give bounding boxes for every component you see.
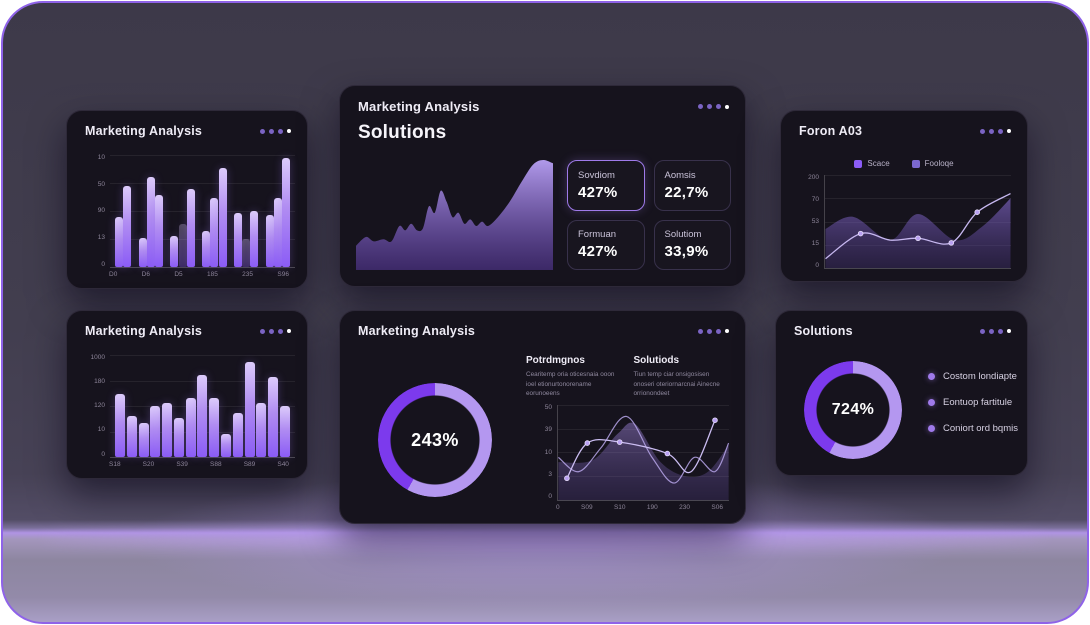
column-heading: Potrdmgnos	[526, 355, 585, 366]
menu-dots-icon[interactable]	[260, 128, 291, 134]
card-title: Marketing Analysis	[85, 124, 203, 138]
legend-label: Scace	[867, 159, 890, 168]
stat-box-solutiom[interactable]: Solutiom 33,9%	[653, 219, 731, 270]
stat-value: 427%	[578, 183, 618, 201]
text-columns: Potrdmgnos Cearitemp oria oticesnaia ooo…	[526, 355, 729, 399]
donut-value: 724%	[831, 401, 875, 418]
legend-item-coniort[interactable]: Coniort ord bqmis	[928, 423, 1018, 434]
stat-label: Solutiom	[664, 229, 702, 241]
menu-dots-icon[interactable]	[980, 328, 1011, 334]
card-marketing-analysis-top-left: Marketing Analysis 10 50 90 13 0 D0 D6 D5 185 235…	[66, 110, 308, 289]
stat-value: 427%	[578, 243, 618, 261]
line-chart: 50 39 10 3 0 0 S09 S10 190 230 S06	[526, 404, 730, 511]
stat-box-sovdiom[interactable]: Sovdiom 427%	[567, 160, 645, 211]
bullet-icon	[928, 373, 935, 380]
card-title: Marketing Analysis	[358, 99, 480, 114]
section-title: Solutions	[358, 122, 447, 143]
stat-box-formuan[interactable]: Formuan 427%	[567, 219, 645, 270]
menu-dots-icon[interactable]	[698, 328, 729, 334]
donut-ring	[804, 361, 902, 459]
legend-label: Fooloqe	[924, 159, 954, 168]
column-body: Tiun temp ciar onsigosisen onoseri oteri…	[633, 371, 720, 398]
legend-item-costom[interactable]: Costom londiapte	[928, 371, 1018, 382]
stats-grid: Sovdiom 427% Aomsis 22,7% Formuan 427% S…	[567, 160, 731, 270]
stat-label: Sovdiom	[578, 169, 615, 181]
menu-dots-icon[interactable]	[980, 128, 1011, 134]
donut-chart: 243%	[378, 383, 492, 497]
legend-item-scace[interactable]: Scace	[854, 159, 890, 168]
stat-value: 33,9%	[664, 243, 709, 261]
donut-ring	[378, 383, 492, 497]
floor-glow	[43, 531, 1047, 543]
legend-label: Costom londiapte	[943, 371, 1017, 382]
bullet-icon	[928, 399, 935, 406]
legend-item-eontuop[interactable]: Eontuop fartitule	[928, 397, 1018, 408]
stat-label: Aomsis	[664, 169, 696, 181]
card-solutions-overview: Marketing Analysis Solutions Sovdiom 427…	[339, 85, 746, 287]
stat-box-aomsis[interactable]: Aomsis 22,7%	[653, 160, 731, 211]
chart-legend: Costom londiapte Eontuop fartitule Conio…	[928, 371, 1018, 434]
card-marketing-analysis-detail: Marketing Analysis 243% Potrdmgnos Ceari…	[339, 310, 746, 524]
card-title: Marketing Analysis	[85, 324, 203, 338]
column-heading: Solutiods	[633, 355, 680, 366]
bullet-icon	[928, 425, 935, 432]
card-marketing-analysis-bottom-left: Marketing Analysis 1000 180 120 10 0 S18 S20 S3…	[66, 310, 308, 479]
line-chart: 200 70 53 15 0	[793, 174, 1011, 269]
area-chart	[356, 160, 553, 270]
stat-value: 22,7%	[664, 183, 709, 201]
menu-dots-icon[interactable]	[698, 104, 729, 109]
stat-label: Formuan	[578, 229, 617, 241]
menu-dots-icon[interactable]	[260, 328, 291, 334]
chart-legend: Scace Fooloqe	[781, 159, 1027, 168]
bar-chart: 10 50 90 13 0 D0 D6 D5 185 235 S96	[79, 154, 295, 278]
column-body: Cearitemp oria oticesnaia ooon ioel etio…	[526, 371, 615, 398]
bar-chart: 1000 180 120 10 0 S18 S20 S39 S88 S89 S40	[79, 354, 295, 468]
card-title: Marketing Analysis	[358, 324, 476, 338]
card-title: Solutions	[794, 324, 853, 338]
card-foron-a03: Foron A03 Scace Fooloqe 200 70 53 15 0	[780, 110, 1028, 282]
card-title: Foron A03	[799, 124, 863, 138]
legend-swatch-icon	[911, 159, 920, 168]
legend-label: Coniort ord bqmis	[943, 423, 1018, 434]
legend-label: Eontuop fartitule	[943, 397, 1013, 408]
legend-swatch-icon	[854, 159, 863, 168]
legend-item-fooloqe[interactable]: Fooloqe	[911, 159, 954, 168]
donut-chart: 724%	[804, 361, 902, 459]
card-solutions-donut: Solutions 724% Costom londiapte Eontuop …	[775, 310, 1028, 476]
donut-value: 243%	[411, 429, 459, 450]
